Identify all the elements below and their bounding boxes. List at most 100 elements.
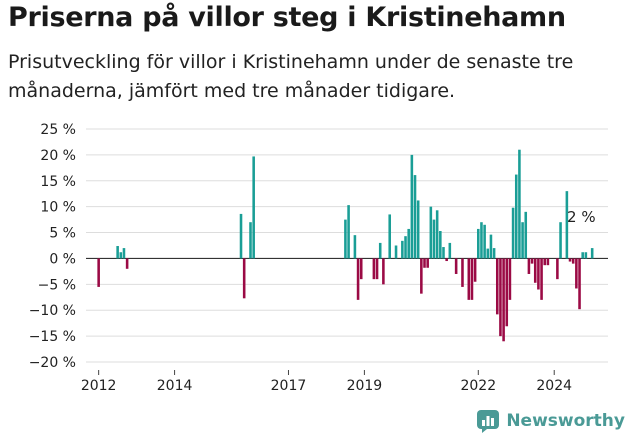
bar-positive (442, 247, 445, 259)
bar-positive (378, 242, 382, 259)
bar-positive (353, 235, 357, 259)
bar-negative (426, 258, 429, 268)
bar-positive (514, 174, 518, 259)
bar-negative (375, 258, 379, 280)
bar-positive (388, 214, 391, 259)
bar-positive (486, 248, 490, 259)
bar-positive (401, 240, 404, 259)
bars (97, 149, 594, 342)
bar-negative (470, 258, 474, 300)
bar-positive (590, 248, 594, 259)
bar-positive (477, 228, 480, 259)
bar-negative (445, 258, 448, 262)
bar-negative (359, 258, 363, 280)
y-tick-label: 20 % (40, 148, 76, 164)
x-axis: 2012 2014 2017 2019 2022 2024 (81, 370, 572, 394)
bar-negative (568, 258, 572, 262)
bar-negative (242, 258, 246, 299)
bar-negative (502, 258, 505, 342)
bar-positive (565, 191, 569, 259)
bar-positive (429, 206, 433, 259)
bar-positive (518, 149, 521, 259)
y-tick-label: 25 % (40, 122, 76, 138)
x-tick-label: 2022 (460, 378, 496, 394)
bar-negative (546, 258, 550, 266)
bar-negative (473, 258, 477, 282)
y-tick-label: 5 % (49, 226, 76, 242)
bar-negative (527, 258, 531, 274)
bar-positive (394, 245, 398, 259)
bar-negative (382, 258, 385, 285)
bar-positive (489, 234, 493, 259)
bar-positive (521, 222, 524, 259)
newsworthy-logo: Newsworthy (476, 409, 625, 433)
bar-negative (454, 258, 458, 274)
y-tick-label: −20 % (29, 355, 76, 371)
bar-negative (505, 258, 509, 327)
bar-positive (448, 242, 452, 259)
bar-positive (439, 231, 442, 259)
bar-positive (584, 252, 588, 259)
bar-positive (119, 252, 123, 259)
bar-negative (508, 258, 512, 300)
bar-positive (480, 222, 483, 259)
y-tick-label: 0 % (49, 251, 76, 267)
chart-subtitle: Prisutveckling för villor i Kristinehamn… (8, 51, 574, 102)
bar-positive (122, 248, 126, 259)
bar-negative (423, 258, 426, 268)
y-axis-labels: −20 % −15 % −10 % −5 % 0 % 5 % 10 % 15 % 20 % 25 … (29, 122, 76, 371)
bar-positive (347, 205, 350, 259)
bar-positive (410, 154, 414, 259)
bar-positive (492, 248, 496, 259)
x-tick-label: 2017 (271, 378, 307, 394)
grid-lines (86, 128, 608, 363)
bar-positive (581, 252, 584, 259)
x-tick-label: 2014 (157, 378, 193, 394)
bar-negative (533, 258, 537, 283)
bar-negative (571, 258, 575, 264)
bar-positive (559, 222, 562, 259)
bar-negative (578, 258, 581, 310)
bar-positive (511, 207, 515, 259)
bar-negative (356, 258, 360, 300)
bar-negative (543, 258, 547, 266)
bar-negative (125, 258, 129, 269)
bar-negative (575, 258, 578, 289)
bar-positive (413, 175, 417, 259)
bar-negative (372, 258, 376, 280)
x-tick-label: 2024 (536, 378, 572, 394)
bar-negative (467, 258, 471, 300)
bar-positive (404, 236, 407, 259)
newsworthy-logo-icon (477, 410, 500, 433)
y-tick-label: 15 % (40, 174, 76, 190)
bar-positive (483, 224, 486, 259)
bar-negative (540, 258, 543, 300)
y-tick-label: −5 % (38, 277, 76, 293)
bar-negative (420, 258, 423, 294)
bar-negative (530, 258, 534, 264)
x-tick-label: 2012 (81, 378, 117, 394)
bar-positive (435, 210, 439, 259)
y-tick-label: −10 % (29, 303, 76, 319)
bar-positive (252, 156, 255, 259)
bar-positive (239, 213, 243, 259)
brand-name: Newsworthy (506, 411, 625, 431)
bar-positive (116, 246, 119, 259)
bar-positive (432, 219, 436, 259)
bar-positive (416, 200, 420, 259)
bar-positive (407, 228, 410, 259)
x-tick-label: 2019 (347, 378, 383, 394)
bar-negative (495, 258, 499, 315)
bar-positive (249, 222, 252, 259)
bar-negative (461, 258, 464, 287)
chart-title: Priserna på villor steg i Kristinehamn (8, 2, 566, 33)
bar-negative (537, 258, 540, 290)
bar-negative (556, 258, 559, 280)
bar-positive (524, 211, 528, 259)
bar-negative (499, 258, 502, 337)
last-value-annotation: 2 % (567, 208, 596, 226)
y-tick-label: −15 % (29, 329, 76, 345)
y-tick-label: 10 % (40, 200, 76, 216)
bar-negative (97, 258, 100, 287)
